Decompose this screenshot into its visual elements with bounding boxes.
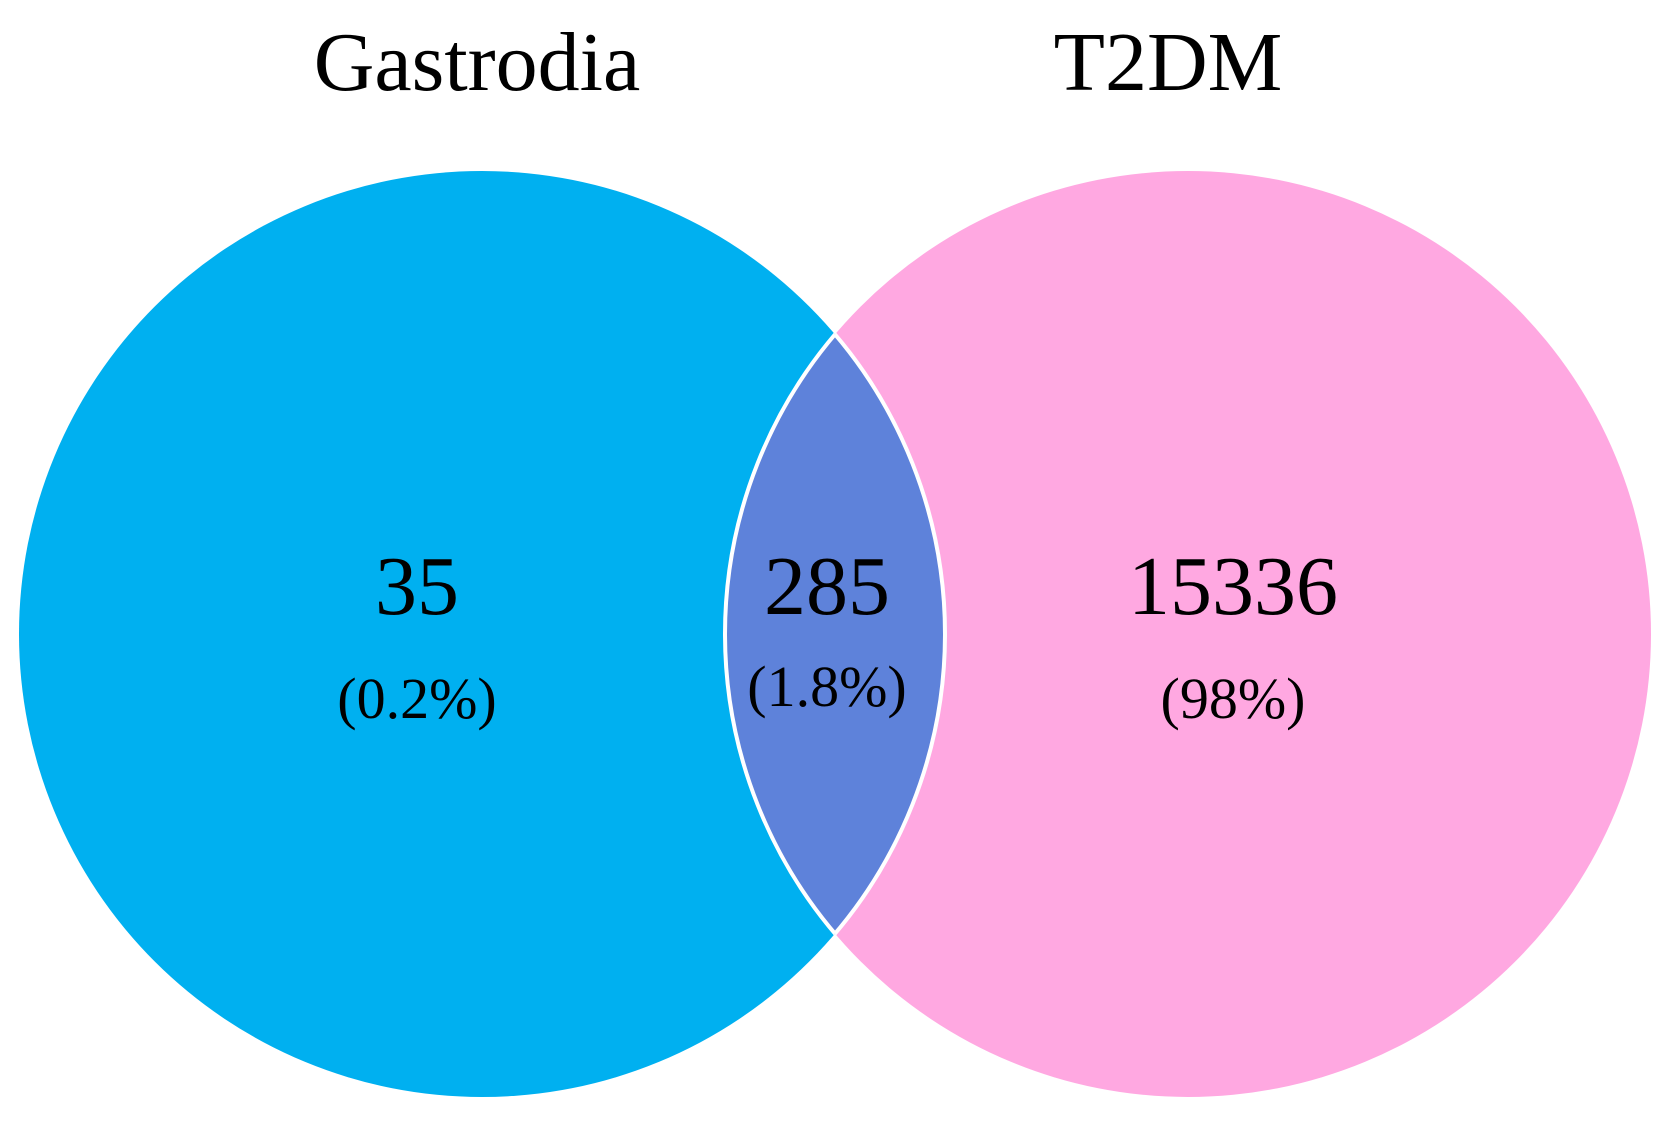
intersection-outline-right: [723, 171, 945, 1097]
gastrodia-title: Gastrodia: [314, 16, 641, 109]
intersection-percent: (1.8%): [747, 654, 906, 719]
t2dm-only-percent: (98%): [1161, 666, 1306, 731]
t2dm-circle: [725, 171, 1651, 1097]
intersection-outline-left: [725, 171, 947, 1097]
gastrodia-circle: [19, 171, 945, 1097]
t2dm-title: T2DM: [1054, 16, 1283, 109]
t2dm-only-count: 15336: [1128, 540, 1338, 633]
intersection-count: 285: [764, 540, 890, 633]
gastrodia-only-percent: (0.2%): [337, 666, 496, 731]
gastrodia-only-count: 35: [375, 540, 459, 633]
